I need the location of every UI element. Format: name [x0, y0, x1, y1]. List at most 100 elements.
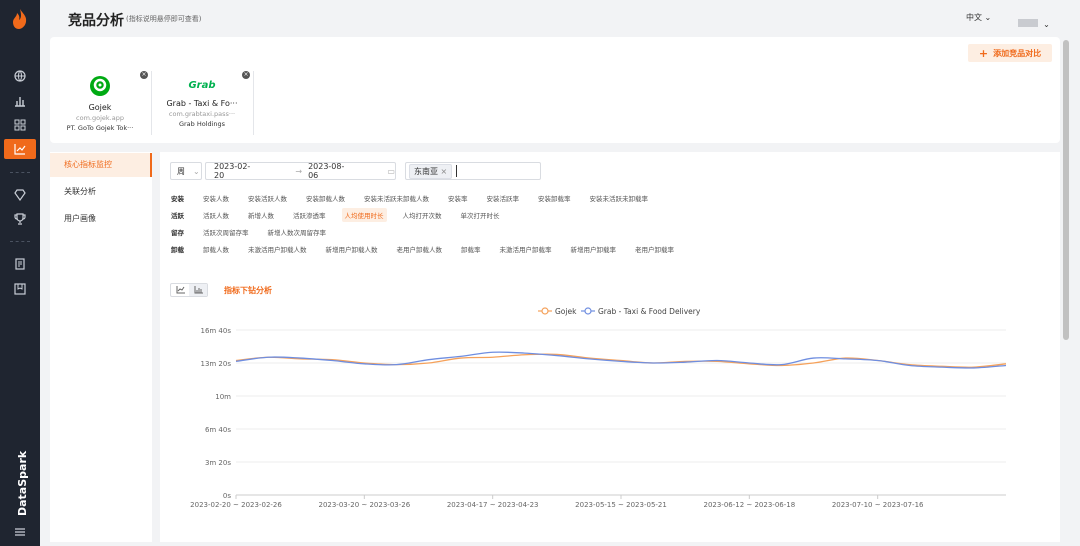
series-line-0: [235, 353, 1007, 368]
legend-marker: [584, 307, 592, 315]
trophy-icon[interactable]: [8, 209, 32, 229]
metric-option[interactable]: 新增用户卸载率: [570, 246, 617, 254]
competitor-panel: + 添加竞品对比 × Gojek com.gojek.app PT. GoTo …: [50, 37, 1060, 143]
metric-option[interactable]: 卸载率: [461, 246, 481, 254]
metric-option[interactable]: 安装率: [448, 195, 468, 203]
metric-option[interactable]: 安装卸载率: [538, 195, 571, 203]
y-tick-label: 10m: [215, 393, 231, 401]
competitor-card-gojek[interactable]: × Gojek com.gojek.app PT. GoTo Gojek Tok…: [50, 71, 150, 135]
metric-category: 活跃: [171, 212, 184, 220]
drill-down-link[interactable]: 指标下钻分析: [224, 286, 272, 295]
metric-option[interactable]: 新增用户卸载人数: [325, 246, 378, 254]
card-divider: [151, 71, 152, 135]
date-start: 2023-02-20: [214, 162, 251, 180]
metric-option[interactable]: 老用户卸载人数: [396, 246, 443, 254]
metric-option[interactable]: 单次打开时长: [460, 212, 500, 220]
metric-row: 活跃 活跃人数 新增人数 活跃渗透率 人均使用时长 人均打开次数 单次打开时长: [171, 208, 503, 222]
diamond-icon[interactable]: [8, 185, 32, 205]
metric-option[interactable]: 新增人数次周留存率: [267, 229, 327, 237]
metric-option[interactable]: 安装活跃率: [486, 195, 520, 203]
card-divider: [253, 71, 254, 135]
language-label: 中文: [966, 13, 982, 22]
page-subtitle: (指标说明悬停即可查看): [126, 15, 202, 23]
chevron-down-icon: ⌄: [193, 166, 200, 176]
y-tick-label: 6m 40s: [205, 426, 231, 434]
menu-item-core-metrics[interactable]: 核心指标监控: [50, 153, 152, 177]
add-competitor-button[interactable]: + 添加竞品对比: [968, 44, 1052, 62]
app-package: com.grabtaxi.pass···: [168, 110, 236, 118]
brand-logo: DataSparkle: [16, 450, 29, 516]
menu-item-user-profile[interactable]: 用户画像: [64, 214, 96, 223]
metric-option[interactable]: 人均使用时长: [341, 208, 387, 222]
y-tick-label: 3m 20s: [205, 459, 231, 467]
metric-option[interactable]: 安装人数: [203, 195, 229, 203]
app-name: Gojek: [88, 103, 112, 112]
flame-logo[interactable]: [10, 8, 30, 30]
metric-category: 留存: [171, 229, 184, 237]
main-panel: 周 ⌄ 2023-02-20 → 2023-08-06 ▭ 东南亚 × 安装 安装…: [160, 152, 1060, 542]
globe-icon[interactable]: [8, 66, 32, 86]
app-name: Grab - Taxi & Fo···: [166, 99, 238, 108]
menu-icon[interactable]: [8, 522, 32, 542]
line-chart-icon[interactable]: [4, 139, 36, 159]
chevron-down-icon: ⌄: [984, 13, 992, 22]
bar-chart-icon[interactable]: [8, 91, 32, 111]
scrollbar-thumb[interactable]: [1063, 40, 1069, 340]
chevron-down-icon: ⌄: [1043, 20, 1050, 29]
x-tick-label: 2023-02-20 ~ 2023-02-26: [190, 501, 282, 509]
add-competitor-label: 添加竞品对比: [993, 48, 1042, 58]
x-tick-label: 2023-07-10 ~ 2023-07-16: [832, 501, 924, 509]
language-select[interactable]: 中文 ⌄: [966, 12, 991, 23]
metric-option[interactable]: 安装活跃人数: [248, 195, 287, 203]
topbar: 竞品分析 (指标说明悬停即可查看) 中文 ⌄ ⌄: [40, 0, 1080, 36]
region-tag[interactable]: 东南亚 ×: [409, 163, 453, 179]
scrollbar[interactable]: [1062, 40, 1070, 540]
metric-option[interactable]: 活跃人数: [203, 212, 229, 220]
competitor-card-grab[interactable]: × Grab Grab - Taxi & Fo··· com.grabtaxi.…: [152, 71, 252, 135]
metric-option[interactable]: 卸载人数: [203, 246, 229, 254]
chart-type-toggle[interactable]: [170, 283, 208, 297]
metric-option[interactable]: 人均打开次数: [402, 212, 442, 220]
metric-option[interactable]: 安装未活跃未卸载率: [589, 195, 649, 203]
metric-category: 卸载: [171, 246, 184, 254]
x-tick-label: 2023-04-17 ~ 2023-04-23: [447, 501, 539, 509]
metric-option[interactable]: 活跃渗透率: [293, 212, 326, 220]
metric-option[interactable]: 老用户卸载率: [635, 246, 674, 254]
line-chart: 0s 3m 20s 6m 40s 10m 13m 20s 16m 40s 2023-02-2…: [190, 307, 1007, 509]
svg-text:DataSparkle: DataSparkle: [16, 450, 29, 516]
line-chart-icon[interactable]: [171, 284, 189, 296]
metric-option[interactable]: 安装未活跃未卸载人数: [364, 195, 429, 203]
close-icon[interactable]: ×: [242, 71, 250, 79]
y-tick-label: 16m 40s: [200, 327, 231, 335]
user-menu[interactable]: ⌄: [1018, 12, 1050, 29]
menu-item-correlation[interactable]: 关联分析: [64, 187, 96, 196]
x-tick-label: 2023-05-15 ~ 2023-05-21: [575, 501, 667, 509]
metric-option[interactable]: 未激活用户卸载率: [499, 246, 552, 254]
granularity-select[interactable]: 周 ⌄: [170, 162, 202, 180]
metric-option[interactable]: 新增人数: [248, 212, 274, 220]
grab-logo: Grab: [188, 80, 216, 91]
metric-row: 留存 活跃次周留存率 新增人数次周留存率: [171, 225, 329, 239]
metric-option[interactable]: 活跃次周留存率: [203, 229, 249, 237]
arrow-right-icon: →: [295, 166, 303, 176]
report-icon[interactable]: [8, 254, 32, 274]
close-icon[interactable]: ×: [440, 166, 448, 176]
avatar: [1018, 18, 1038, 27]
y-tick-label: 13m 20s: [200, 360, 231, 368]
region-select[interactable]: 东南亚 ×: [405, 162, 541, 180]
close-icon[interactable]: ×: [140, 71, 148, 79]
bookmark-icon[interactable]: [8, 279, 32, 299]
app-package: com.gojek.app: [76, 114, 124, 122]
grid-icon[interactable]: [8, 115, 32, 135]
calendar-icon: ▭: [387, 166, 395, 176]
sidebar: DataSparkle: [0, 0, 40, 546]
region-tag-label: 东南亚: [414, 166, 438, 176]
text-cursor: [456, 165, 458, 177]
bar-chart-icon[interactable]: [189, 284, 207, 296]
app-company: PT. GoTo Gojek Tok···: [66, 124, 134, 132]
y-tick-label: 0s: [223, 492, 231, 500]
metric-option[interactable]: 安装卸载人数: [306, 195, 345, 203]
metric-option[interactable]: 未激活用户卸载人数: [248, 246, 307, 254]
page-title: 竞品分析: [68, 13, 124, 29]
date-range-picker[interactable]: 2023-02-20 → 2023-08-06 ▭: [205, 162, 396, 180]
